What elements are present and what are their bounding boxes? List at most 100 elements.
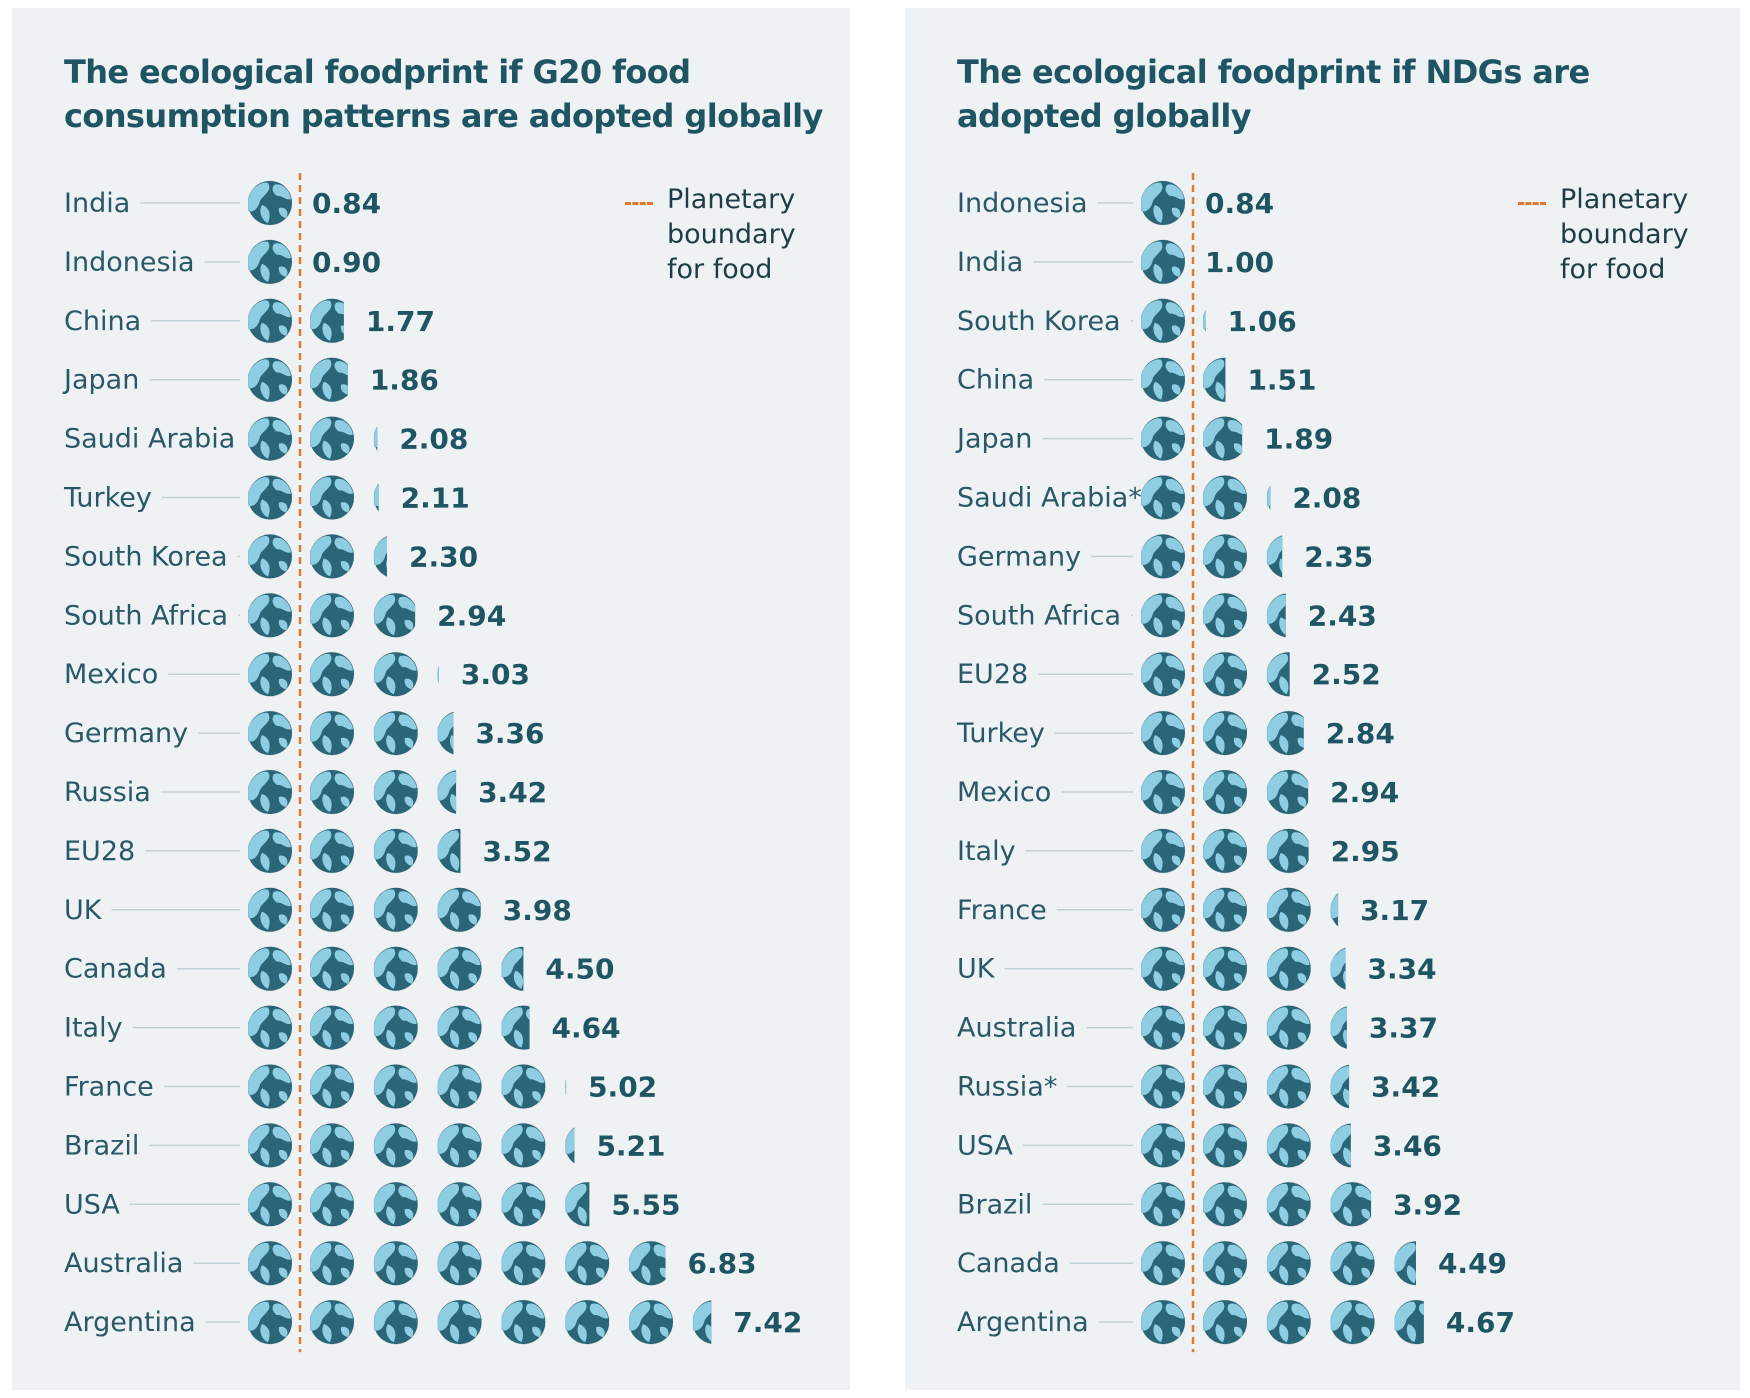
category-label: Australia — [957, 1013, 1076, 1044]
value-label: 5.02 — [588, 1071, 657, 1104]
globe-icon — [501, 1005, 530, 1051]
globe-icon — [310, 1299, 354, 1345]
globe-icon — [373, 592, 416, 638]
globe-icon — [1266, 769, 1309, 815]
value-label: 2.94 — [437, 599, 506, 632]
globe-icon — [248, 1064, 292, 1109]
category-label: Brazil — [64, 1130, 139, 1161]
category-label: Japan — [62, 365, 139, 396]
globe-icon — [310, 533, 354, 579]
globe-icon — [1141, 710, 1185, 756]
globe-icon — [1141, 946, 1185, 992]
value-label: 3.92 — [1393, 1188, 1462, 1221]
chart-row: EU28 2.52 — [957, 651, 1381, 697]
chart-panel-ndg: The ecological foodprint if NDGs are ado… — [905, 8, 1740, 1390]
globe-icon — [1203, 887, 1247, 933]
chart-row: Germany 2.35 — [957, 533, 1373, 579]
globe-icon — [1330, 1181, 1372, 1227]
globe-icon — [248, 239, 292, 285]
chart-row: USA 3.46 — [957, 1122, 1442, 1168]
globe-icon — [373, 651, 418, 697]
category-label: Argentina — [957, 1307, 1089, 1338]
globe-icon — [1203, 357, 1226, 403]
category-label: South Africa — [64, 600, 228, 631]
chart-row: Canada 4.49 — [957, 1240, 1507, 1286]
chart-row: Brazil 3.92 — [957, 1181, 1462, 1227]
globe-icon — [310, 475, 354, 520]
category-label: Italy — [957, 836, 1016, 867]
globe-icon — [248, 1181, 292, 1227]
chart-row: Mexico 2.94 — [957, 769, 1399, 815]
globe-icon — [1266, 1064, 1311, 1109]
chart-row: UK 3.98 — [64, 887, 572, 933]
value-label: 3.52 — [482, 835, 551, 868]
globe-icon — [1203, 1240, 1247, 1286]
globe-icon — [1330, 1299, 1375, 1345]
globe-icon — [437, 1299, 482, 1345]
globe-icon — [437, 711, 454, 755]
globe-icon — [1141, 887, 1185, 933]
globe-icon — [1266, 484, 1271, 511]
globe-icon — [629, 1240, 666, 1286]
globe-icon — [373, 482, 379, 513]
globe-icon — [1141, 298, 1185, 344]
value-label: 3.34 — [1368, 953, 1437, 986]
value-label: 2.08 — [1292, 482, 1361, 515]
globe-icon — [1203, 416, 1243, 462]
globe-icon — [1203, 1181, 1247, 1227]
globe-icon — [373, 946, 418, 992]
category-label: EU28 — [64, 836, 135, 867]
globe-icon — [310, 710, 354, 756]
globe-icon — [1141, 357, 1185, 403]
globe-icon — [373, 769, 418, 815]
globe-icon — [1266, 1181, 1311, 1227]
category-label: Canada — [957, 1248, 1060, 1279]
globe-icon — [1394, 1240, 1416, 1286]
globe-icon — [1266, 710, 1304, 756]
globe-icon — [1203, 1122, 1247, 1168]
chart-row: Australia 3.37 — [957, 1005, 1438, 1051]
globe-icon — [629, 1299, 673, 1345]
chart-row: Italy 4.64 — [64, 1005, 621, 1051]
chart-row: Argentina 4.67 — [957, 1299, 1515, 1345]
chart-row: USA 5.55 — [64, 1181, 680, 1227]
globe-icon — [310, 416, 354, 462]
globe-icon — [248, 592, 292, 638]
globe-icon — [437, 769, 457, 815]
chart-row: Russia 3.42 — [64, 769, 547, 815]
globe-icon — [248, 1240, 292, 1286]
category-label: India — [64, 188, 130, 219]
chart-row: Mexico 3.03 — [64, 651, 530, 697]
chart-row: India 0.84 — [64, 180, 381, 226]
globe-icon — [1266, 534, 1283, 578]
value-label: 1.06 — [1228, 305, 1297, 338]
globe-icon — [1330, 1005, 1347, 1050]
globe-icon — [248, 533, 292, 579]
globe-icon — [565, 1078, 567, 1095]
value-label: 6.83 — [688, 1247, 757, 1280]
globe-icon — [1203, 1064, 1247, 1109]
globe-icon — [310, 1181, 354, 1227]
legend-boundary-swatch — [1518, 202, 1546, 205]
globe-icon — [310, 887, 354, 933]
globe-icon — [373, 1122, 418, 1168]
globe-icon — [1266, 1005, 1311, 1051]
legend-boundary-label: Planetary boundary for food — [1560, 184, 1689, 285]
category-label: Turkey — [956, 718, 1045, 749]
globe-icon — [501, 1299, 546, 1345]
globe-icon — [1266, 1240, 1311, 1286]
globe-icon — [248, 416, 292, 462]
category-label: Brazil — [957, 1189, 1032, 1220]
category-label: UK — [64, 895, 103, 926]
globe-icon — [1394, 1299, 1424, 1345]
value-label: 2.35 — [1304, 540, 1373, 573]
value-label: 2.94 — [1330, 776, 1399, 809]
value-label: 1.77 — [366, 305, 435, 338]
globe-icon — [310, 1005, 354, 1051]
globe-icon — [501, 946, 524, 992]
globe-icon — [1141, 769, 1185, 815]
category-label: USA — [64, 1189, 120, 1220]
globe-icon — [1141, 416, 1185, 462]
value-label: 0.84 — [312, 187, 381, 220]
globe-icon — [310, 357, 348, 403]
